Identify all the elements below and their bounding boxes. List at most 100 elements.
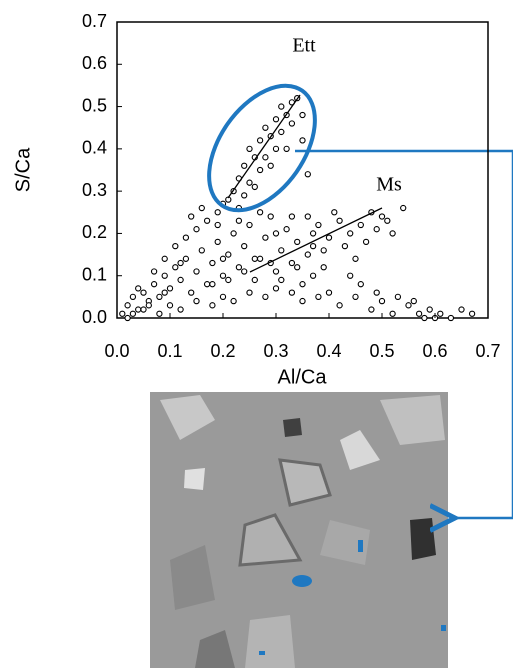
point <box>394 293 402 301</box>
annotation: Ett <box>292 35 316 57</box>
point <box>124 302 131 309</box>
point <box>177 259 184 267</box>
point <box>235 264 243 271</box>
point <box>135 285 142 292</box>
x-tick-label: 0.4 <box>316 341 341 361</box>
point <box>272 116 280 123</box>
point <box>140 306 147 313</box>
point <box>299 297 306 305</box>
point <box>193 226 200 233</box>
point <box>309 242 317 250</box>
point <box>288 213 296 220</box>
point <box>172 242 179 250</box>
point <box>400 204 407 212</box>
point <box>209 281 216 288</box>
point <box>288 289 296 296</box>
point <box>304 251 311 258</box>
point <box>256 137 264 144</box>
ett-trend <box>227 94 301 199</box>
point <box>373 289 380 296</box>
point <box>272 268 280 275</box>
point <box>219 272 227 279</box>
point <box>373 226 380 233</box>
point <box>251 276 258 284</box>
point <box>230 297 237 305</box>
point <box>347 272 354 279</box>
x-tick-label: 0.0 <box>104 341 129 361</box>
point <box>362 238 370 246</box>
point <box>320 247 327 254</box>
point <box>145 302 152 309</box>
point <box>272 230 280 237</box>
point <box>299 111 306 119</box>
point <box>347 230 354 237</box>
point <box>288 120 296 127</box>
point <box>325 234 333 241</box>
point <box>193 268 200 275</box>
point <box>140 289 147 296</box>
point <box>214 238 221 246</box>
point <box>278 247 285 254</box>
point <box>177 306 184 313</box>
point <box>251 255 258 262</box>
point <box>161 255 168 262</box>
point <box>309 272 317 279</box>
point <box>150 281 158 288</box>
point <box>468 310 476 317</box>
points <box>119 94 476 322</box>
x-tick-label: 0.2 <box>210 341 235 361</box>
point <box>193 297 200 305</box>
point <box>283 145 290 153</box>
point <box>288 259 296 267</box>
point <box>357 221 364 229</box>
point <box>378 213 386 220</box>
y-tick-label: 0.3 <box>82 180 107 200</box>
point <box>299 281 306 288</box>
point <box>119 310 126 317</box>
point <box>272 145 280 153</box>
point <box>161 272 168 279</box>
point <box>177 276 184 284</box>
point <box>389 310 396 317</box>
point <box>294 238 301 246</box>
point <box>198 247 205 254</box>
point <box>246 289 253 296</box>
point <box>294 264 301 271</box>
point <box>124 314 131 322</box>
point <box>161 289 168 296</box>
point <box>267 213 274 220</box>
y-tick-label: 0.1 <box>82 264 107 284</box>
point <box>246 179 253 186</box>
plot-frame <box>116 21 489 319</box>
annotation: Ms <box>376 174 402 196</box>
point <box>166 285 174 292</box>
point <box>135 306 142 313</box>
point <box>256 209 264 216</box>
point <box>309 230 317 237</box>
point <box>262 154 269 161</box>
point <box>368 306 375 313</box>
y-tick-label: 0.5 <box>82 95 107 115</box>
point <box>437 310 444 317</box>
point <box>241 162 248 169</box>
point <box>209 302 216 309</box>
point <box>156 310 163 317</box>
point <box>198 204 205 212</box>
point <box>304 171 311 178</box>
point <box>272 285 280 292</box>
point <box>188 289 195 296</box>
point <box>150 268 158 275</box>
point <box>278 276 285 284</box>
point <box>389 230 396 237</box>
point <box>129 310 137 317</box>
x-tick-label: 0.7 <box>475 341 500 361</box>
point <box>214 221 221 229</box>
connector-arrow <box>295 149 513 518</box>
point <box>246 145 253 153</box>
point <box>267 162 274 169</box>
point <box>256 166 264 174</box>
point <box>219 255 227 262</box>
x-tick-label: 0.5 <box>369 341 394 361</box>
